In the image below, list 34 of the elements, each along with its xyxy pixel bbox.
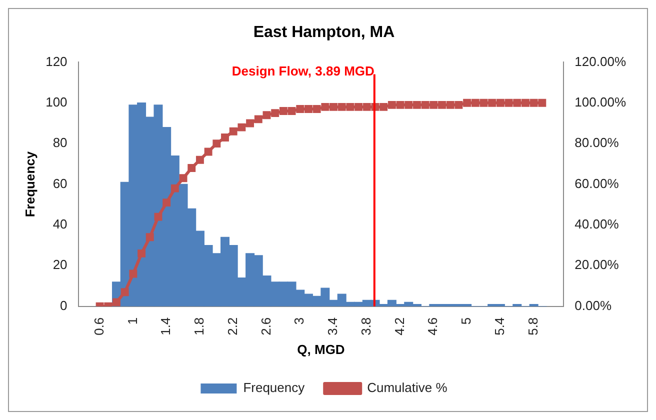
ref-line-label: Design Flow, 3.89 MGD bbox=[232, 63, 374, 78]
x-tick-label: 2.2 bbox=[224, 317, 240, 336]
y-tick-label: 20 bbox=[52, 257, 68, 272]
y2-tick-label: 120.00% bbox=[574, 54, 626, 69]
x-tick-label: 3 bbox=[292, 317, 307, 325]
x-tick-label: 1.8 bbox=[192, 317, 207, 336]
x-tick-label: 1 bbox=[124, 317, 140, 325]
x-tick-label: 4.2 bbox=[392, 317, 407, 336]
x-tick-label: 0.6 bbox=[91, 317, 106, 336]
y2-tick-label: 80.00% bbox=[574, 135, 620, 150]
x-tick-label: 5.8 bbox=[525, 317, 540, 336]
x-tick-label: 1.4 bbox=[158, 317, 174, 336]
y-axis-title: Frequency bbox=[22, 150, 38, 218]
x-tick-label: 3.8 bbox=[358, 317, 374, 336]
y2-tick-label: 40.00% bbox=[574, 216, 620, 232]
x-tick-label: 3.4 bbox=[325, 317, 340, 336]
x-tick-label: 2.6 bbox=[258, 317, 274, 336]
y-tick-label: 120 bbox=[46, 54, 68, 69]
y2-tick-label: 60.00% bbox=[574, 176, 620, 191]
y2-tick-label: 0.00% bbox=[574, 298, 612, 313]
y-tick-label: 80 bbox=[52, 135, 68, 150]
legend-label: Cumulative % bbox=[367, 380, 448, 396]
y-tick-label: 0 bbox=[60, 298, 68, 313]
x-tick-label: 5 bbox=[458, 317, 474, 325]
x-tick-label: 5.4 bbox=[492, 317, 508, 336]
chart-title: East Hampton, MA bbox=[253, 24, 396, 42]
y-tick-label: 40 bbox=[52, 216, 68, 232]
x-tick-label: 4.6 bbox=[425, 317, 440, 336]
x-axis-title: Q, MGD bbox=[297, 342, 345, 357]
y-tick-label: 60 bbox=[52, 176, 68, 191]
y-tick-label: 100 bbox=[46, 94, 68, 110]
legend-label: Frequency bbox=[243, 380, 306, 396]
y2-tick-label: 100.00% bbox=[574, 94, 626, 110]
y2-tick-label: 20.00% bbox=[574, 257, 620, 272]
